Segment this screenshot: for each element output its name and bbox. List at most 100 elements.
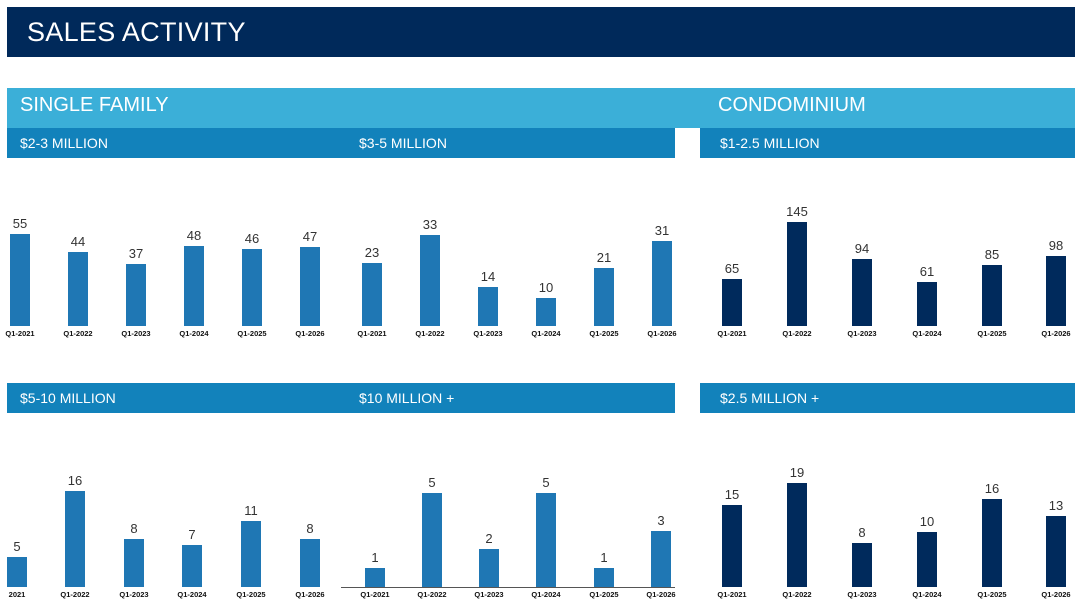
data-label: 8 [858, 525, 866, 541]
data-label: 145 [786, 204, 808, 219]
category-label: Q1-2021 [360, 590, 390, 599]
subheader-condo-bottom [700, 383, 1075, 413]
bar [184, 245, 204, 326]
data-label: 13 [1048, 497, 1064, 513]
bar [652, 240, 672, 326]
bar [241, 521, 261, 587]
bar [722, 504, 742, 587]
data-label: 15 [724, 486, 740, 502]
x-axis-line [341, 587, 675, 588]
bar [68, 252, 88, 326]
section-condominium: CONDOMINIUM [718, 94, 866, 116]
data-label: 5 [13, 539, 21, 554]
category-label: Q1-2023 [847, 329, 877, 338]
category-label: Q1-2026 [1041, 590, 1071, 599]
data-label: 2 [485, 531, 493, 547]
category-label: Q1-2024 [531, 329, 561, 338]
category-label: Q1-2024 [912, 590, 942, 599]
category-label: Q1-2025 [977, 329, 1007, 338]
category-label: Q1-2022 [63, 329, 93, 338]
category-label: Q1-2026 [295, 590, 325, 599]
bar [982, 499, 1002, 587]
data-label: 33 [422, 217, 438, 232]
data-label: 16 [67, 473, 83, 488]
category-label: Q1-2024 [531, 590, 561, 599]
category-label: Q1-2023 [121, 329, 151, 338]
category-label: Q1-2022 [417, 590, 447, 599]
category-label: Q1-2021 [717, 329, 747, 338]
category-label: Q1-2026 [1041, 329, 1071, 338]
bar [362, 262, 382, 326]
bar [478, 287, 498, 326]
bar [182, 545, 202, 587]
category-label: Q1-2025 [237, 329, 267, 338]
category-label: Q1-2026 [646, 590, 676, 599]
category-label: 2021 [8, 590, 26, 599]
bar [422, 493, 442, 587]
bar [787, 222, 807, 326]
bar [917, 282, 937, 326]
category-label: Q1-2024 [177, 590, 207, 599]
data-label: 46 [244, 231, 260, 247]
bar [1046, 515, 1066, 587]
data-label: 10 [919, 514, 935, 530]
data-label: 1 [371, 550, 379, 566]
section-single-family: SINGLE FAMILY [20, 94, 169, 116]
bar [242, 249, 262, 326]
chart-title: $2-3 MILLION [20, 135, 108, 151]
data-label: 5 [542, 475, 550, 490]
data-label: 14 [480, 269, 496, 285]
category-label: Q1-2025 [589, 590, 619, 599]
data-label: 3 [657, 512, 665, 528]
category-label: Q1-2024 [912, 329, 942, 338]
data-label: 55 [12, 216, 28, 231]
data-label: 98 [1048, 237, 1064, 253]
category-label: Q1-2023 [473, 329, 503, 338]
data-label: 10 [538, 280, 554, 296]
data-label: 19 [789, 465, 805, 480]
bar [420, 235, 440, 326]
data-label: 1 [600, 550, 608, 566]
section-header-bar [7, 88, 1075, 128]
bar [982, 265, 1002, 326]
bar [852, 543, 872, 587]
bar [479, 549, 499, 587]
data-label: 61 [919, 264, 935, 280]
bar [300, 539, 320, 587]
category-label: Q1-2026 [295, 329, 325, 338]
category-label: Q1-2025 [236, 590, 266, 599]
data-label: 8 [306, 521, 314, 536]
bar [65, 491, 85, 587]
data-label: 47 [302, 229, 318, 245]
category-label: Q1-2021 [717, 590, 747, 599]
category-label: Q1-2026 [647, 329, 677, 338]
category-label: Q1-2023 [847, 590, 877, 599]
bar [10, 234, 30, 326]
chart-title: $1-2.5 MILLION [720, 135, 820, 151]
category-label: Q1-2022 [782, 590, 812, 599]
data-label: 5 [428, 475, 436, 490]
category-label: Q1-2025 [977, 590, 1007, 599]
category-label: Q1-2021 [5, 329, 35, 338]
bar [124, 539, 144, 587]
subheader-single-family-top [7, 128, 675, 158]
bar [651, 530, 671, 587]
data-label: 23 [364, 244, 380, 260]
category-label: Q1-2022 [415, 329, 445, 338]
chart-title: $2.5 MILLION + [720, 390, 820, 406]
bar [365, 568, 385, 587]
category-label: Q1-2021 [357, 329, 387, 338]
data-label: 11 [244, 503, 258, 518]
page-title: SALES ACTIVITY [7, 7, 1075, 57]
data-label: 48 [186, 227, 202, 243]
bar [536, 298, 556, 326]
data-label: 7 [188, 527, 196, 542]
bar [126, 264, 146, 326]
data-label: 94 [854, 240, 870, 256]
category-label: Q1-2025 [589, 329, 619, 338]
category-label: Q1-2023 [119, 590, 149, 599]
data-label: 16 [984, 481, 1000, 497]
bar [917, 532, 937, 587]
bar [787, 483, 807, 587]
chart-title: $5-10 MILLION [20, 390, 116, 406]
